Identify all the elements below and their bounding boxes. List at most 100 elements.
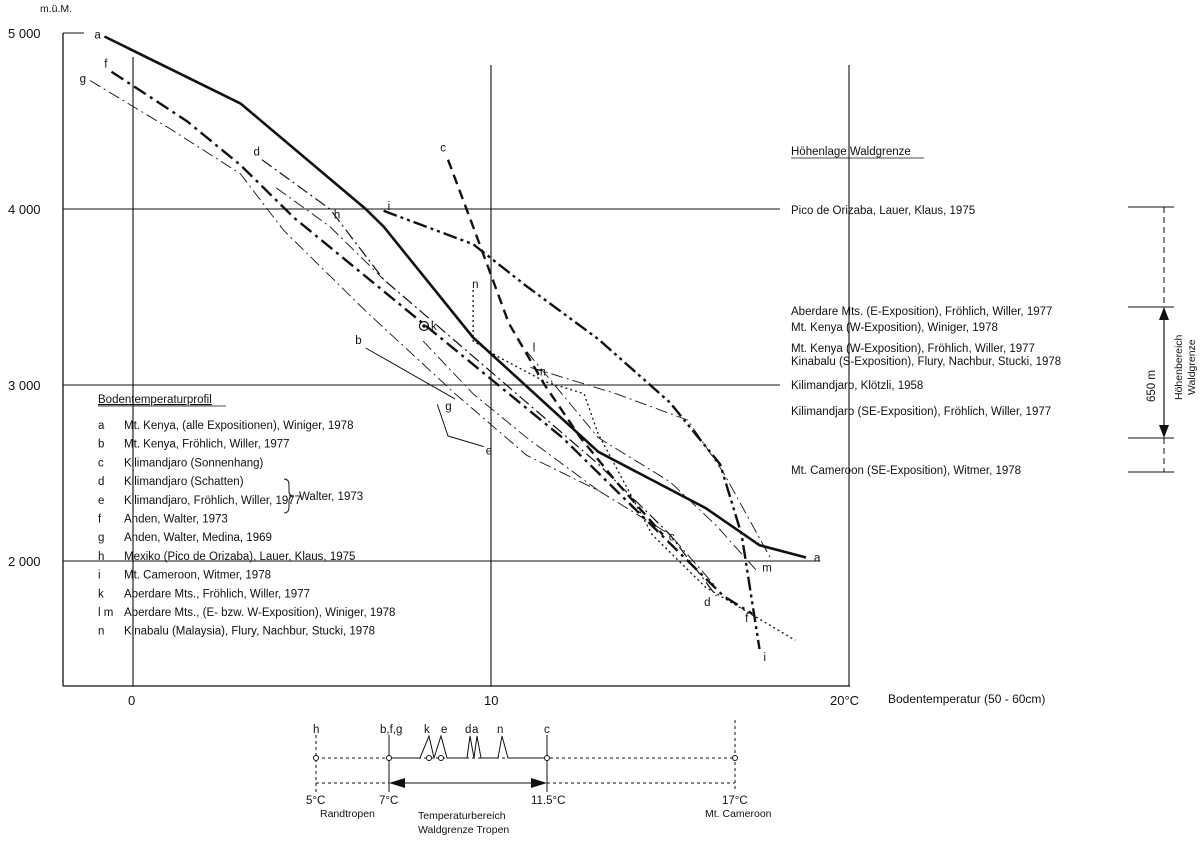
series-label-m: m [762,563,772,575]
legend-text: Kinabalu (Malaysia), Flury, Nachbur, Stu… [124,626,375,638]
legend-key: k [98,588,104,600]
treeline-entry: Mt. Kenya (W-Exposition), Winiger, 1978 [791,322,998,334]
temp-top-label: e [441,724,447,736]
treeline-entry: Pico de Orizaba, Lauer, Klaus, 1975 [791,205,975,217]
y-tick-3000: 3 000 [8,378,41,393]
series-label-d: d [704,597,710,609]
treeline-range-title-2: Waldgrenze [1186,339,1198,395]
legend-text: Kilimandjaro (Sonnenhang) [124,457,264,469]
y-axis-title: m.ü.M. [40,3,72,15]
series-line-d [261,159,717,597]
legend-brace-label: Walter, 1973 [299,491,363,503]
legend-key: c [98,457,104,469]
series-label-m: m [536,366,546,378]
temp-arrow-right [531,778,547,788]
series-label-n: n [472,279,478,291]
treeline-entry: Mt. Kenya (W-Exposition), Fröhlich, Will… [791,343,1035,355]
legend-key: i [98,570,101,582]
temp-marker [313,755,319,761]
series-label-g: g [445,401,451,413]
series-line-f [110,70,753,615]
series-label-g: g [80,74,86,86]
series-label-a: a [94,30,101,42]
temp-top-label: k [424,724,430,736]
legend-text: Mt. Kenya, (alle Expositionen), Winiger,… [124,420,353,432]
legend-key: b [98,439,104,451]
temp-marker [544,755,550,761]
temperature-scale: h b,f,g k e d a n c 5°C 7°C 11.5°C 17°C … [306,720,772,836]
series-label-f: f [745,613,749,625]
temp-value: 5°C [306,795,325,807]
x-axis-title: Bodentemperatur (50 - 60cm) [888,692,1045,706]
treeline-entry: Mt. Cameroon (SE-Exposition), Witmer, 19… [791,465,1021,477]
series-line-b [365,347,456,400]
temp-top-label: h [313,724,319,736]
legend-text: Mt. Cameroon, Witmer, 1978 [124,570,271,582]
temp-arrow-left [389,778,405,788]
series-line-l [526,351,757,571]
legend-text: Kilimandjaro, Fröhlich, Willer, 1977 [124,495,301,507]
treeline-range-bracket [1128,206,1174,473]
series-label-d: d [253,147,259,159]
temp-caption: Randtropen [320,808,375,820]
temp-marker [426,755,432,761]
legend-key: g [98,532,104,544]
ring-marker-k: k [418,320,437,333]
x-tick-0: 0 [128,693,135,708]
legend-text: Aberdare Mts., Fröhlich, Willer, 1977 [124,588,310,600]
temp-caption: Mt. Cameroon [705,808,772,820]
legend-brace [283,478,295,514]
temp-value: 11.5°C [531,795,565,807]
y-ticks: m.ü.M. 5 000 4 000 3 000 2 000 [8,3,72,569]
treeline-entry: Kilimandjaro (SE-Exposition), Fröhlich, … [791,406,1051,418]
series-line-k [422,340,599,491]
series-label-i: i [764,652,767,664]
y-tick-2000: 2 000 [8,554,41,569]
x-tick-10: 10 [484,693,498,708]
series-label-i: i [388,201,391,213]
legend-key: l m [98,607,113,619]
treeline-range-title-1: Höhenbereich [1173,334,1185,400]
legend-key: h [98,551,104,563]
legend-title: Bodentemperaturprofil [98,394,212,406]
ring-marker-outer [418,320,430,332]
series-line-c [446,159,664,536]
treeline-entry: Aberdare Mts. (E-Exposition), Fröhlich, … [791,306,1052,318]
series-layer [89,35,807,650]
series-line-e [436,404,484,448]
series-label-h: h [334,210,340,222]
temp-top-label: a [472,724,479,736]
temp-top-label: c [544,724,550,736]
legend-key: a [98,420,105,432]
treeline-entry: Kilimandjaro, Klötzli, 1958 [791,380,923,392]
legend-rows: a Mt. Kenya, (alle Expositionen), Winiger… [98,420,395,638]
legend: Bodentemperaturprofil a Mt. Kenya, (alle … [98,394,395,638]
y-tick-5000: 5 000 [8,26,41,41]
temp-top-label: b,f,g [380,724,402,736]
series-label-e: e [486,446,492,458]
temp-marker [386,755,392,761]
temp-caption: Temperaturbereich [418,810,506,822]
legend-key: d [98,476,104,488]
series-label-a: a [814,553,821,565]
series-line-n [472,290,796,641]
ring-marker-label: k [431,321,437,333]
legend-text: Aberdare Mts., (E- bzw. W-Exposition), W… [124,607,395,619]
legend-text: Mexiko (Pico de Orizaba), Lauer, Klaus, … [124,551,355,563]
x-tick-20: 20°C [830,693,859,708]
legend-key: n [98,626,104,638]
temp-value: 7°C [379,795,398,807]
series-line-h [275,187,384,280]
grid [63,32,850,686]
temp-value: 17°C [722,795,748,807]
legend-text: Mt. Kenya, Fröhlich, Willer, 1977 [124,439,290,451]
temp-top-label: d [465,724,471,736]
ring-marker-inner [422,324,426,328]
treeline-title: Höhenlage Waldgrenze [791,146,911,158]
temp-spikes [389,734,547,760]
temp-marker [438,755,444,761]
series-label-b: b [355,335,361,347]
temp-marker [732,755,738,761]
